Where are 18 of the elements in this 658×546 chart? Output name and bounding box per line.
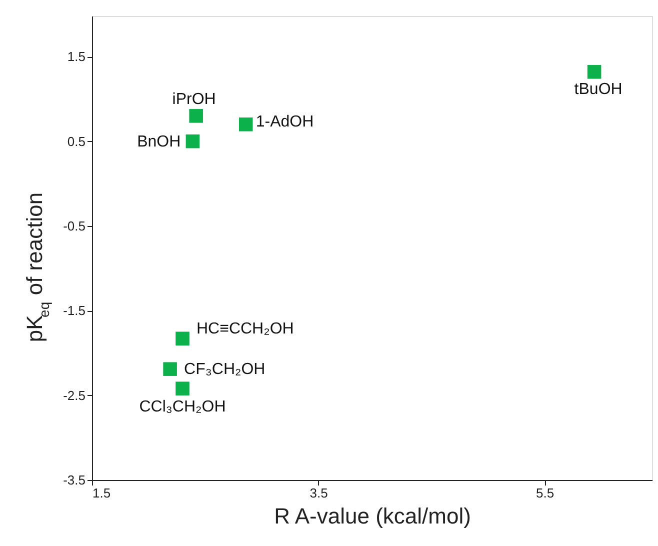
x-tick-label: 3.5 <box>310 486 328 500</box>
x-tick-label: 1.5 <box>92 486 111 500</box>
y-tick-label: -2.5 <box>63 388 86 403</box>
annotation: CCl₃CH₂OH <box>139 398 226 416</box>
annotation: HC≡CCH₂OH <box>196 320 294 338</box>
x-tick-label: 5.5 <box>536 486 554 500</box>
annotation: 1-AdOH <box>256 113 314 130</box>
y-tick-label: 0.5 <box>67 134 86 149</box>
annotation: BnOH <box>137 133 181 150</box>
y-tick-label: -0.5 <box>63 218 86 234</box>
annotation: CF₃CH₂OH <box>184 361 266 378</box>
y-axis-title: pKeq of reaction <box>22 192 52 342</box>
y-tick-label: -1.5 <box>63 303 86 318</box>
annotation: iPrOH <box>172 90 216 108</box>
x-axis-title: R A-value (kcal/mol) <box>274 504 471 528</box>
annotation: tBuOH <box>574 80 622 98</box>
y-tick-label: 1.5 <box>67 49 86 64</box>
y-tick-label: -3.5 <box>63 472 86 488</box>
